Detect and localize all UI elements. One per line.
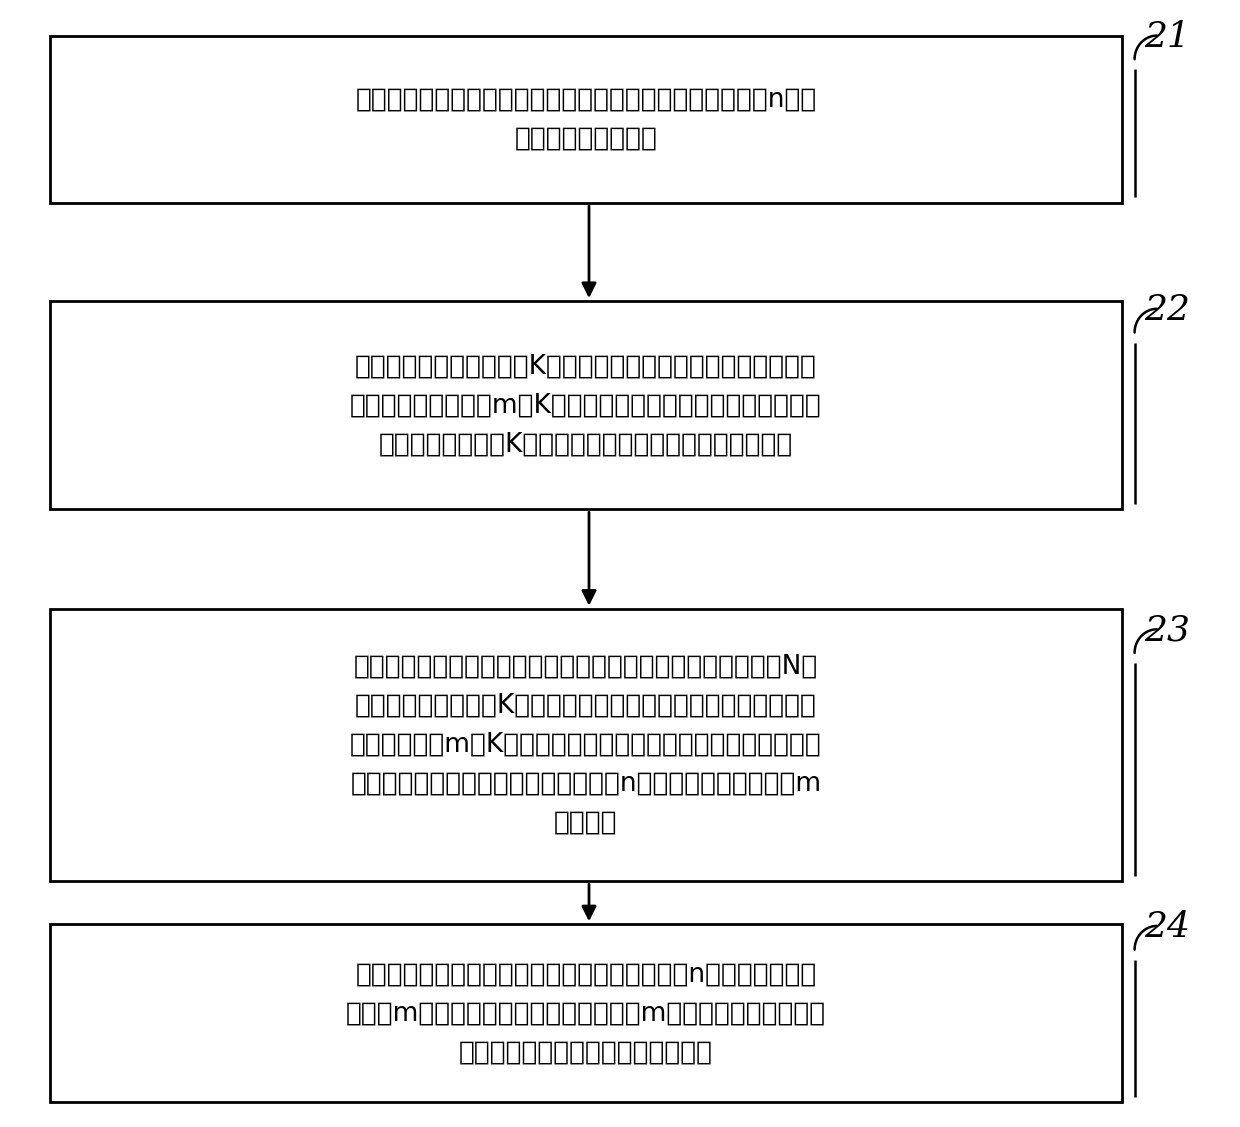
Text: 21: 21	[1145, 19, 1190, 54]
Text: 在所述目标车轮对应的四分之一悬架系统的每一条结构路径n上分
别布置加速度传感器: 在所述目标车轮对应的四分之一悬架系统的每一条结构路径n上分 别布置加速度传感器	[356, 87, 816, 152]
FancyBboxPatch shape	[50, 301, 1122, 509]
Text: 根据在所述预定测试工况条件下、每一结构路径n各自对每一声压
响应点m的贡献量，将对每一声压响应点m的贡献量最大的其中一
条结构路径确定为所述主要传递路径: 根据在所述预定测试工况条件下、每一结构路径n各自对每一声压 响应点m的贡献量，将…	[346, 961, 826, 1065]
Text: 22: 22	[1145, 293, 1190, 327]
FancyBboxPatch shape	[50, 609, 1122, 881]
FancyBboxPatch shape	[50, 924, 1122, 1102]
Text: 采集每一加速度传感器在K次不同测试工况下各自对应的加速度，
以及每一声压响应点m在K次不同测试工况下各自对应的声压，所
述预定测试工况为K次不同测试工况中的其中: 采集每一加速度传感器在K次不同测试工况下各自对应的加速度， 以及每一声压响应点m…	[350, 353, 822, 458]
Text: 24: 24	[1145, 909, 1190, 944]
Text: 23: 23	[1145, 613, 1190, 647]
Text: 根据所述目标车轮对应的四分之一悬架系统的结构路径总数量N、
每一加速度传感器在K次不同测试工况下各自对应的加速度以及每
一声压响应点m在K次不同测试工况下各自对: 根据所述目标车轮对应的四分之一悬架系统的结构路径总数量N、 每一加速度传感器在K…	[350, 654, 822, 836]
FancyBboxPatch shape	[50, 36, 1122, 203]
